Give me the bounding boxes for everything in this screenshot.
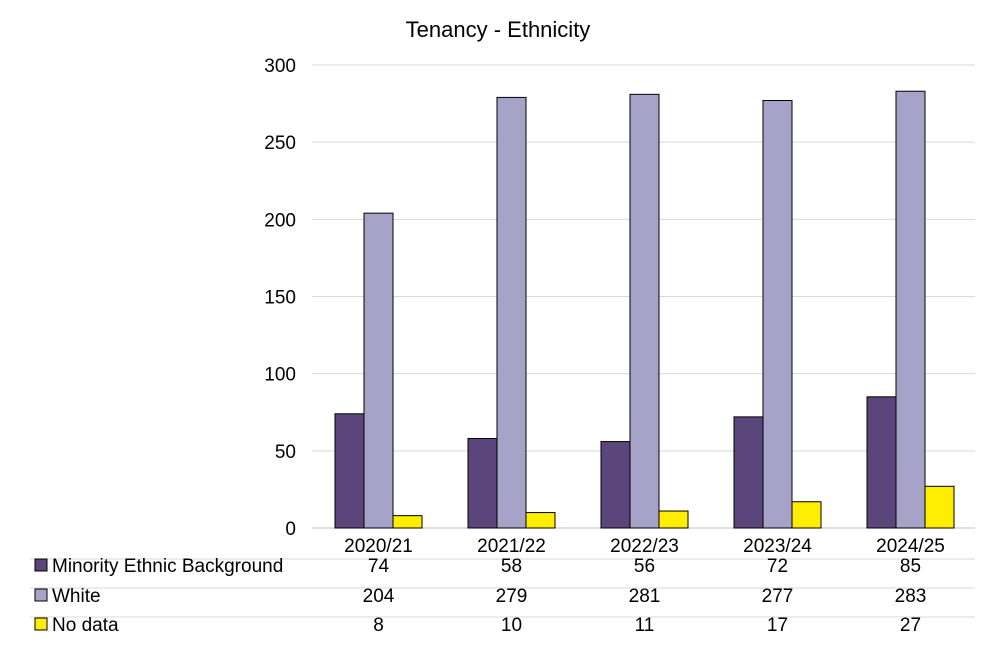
legend-swatch	[34, 588, 48, 602]
x-tick-label: 2020/21	[344, 536, 413, 557]
chart-title: Tenancy - Ethnicity	[406, 17, 591, 42]
bar	[658, 510, 689, 529]
data-table-value: 11	[635, 615, 655, 636]
bar	[467, 437, 498, 529]
legend-swatch	[34, 558, 48, 572]
bar	[733, 416, 764, 529]
bar	[496, 96, 527, 529]
bar	[924, 485, 955, 529]
bar	[363, 212, 394, 529]
data-table-value: 283	[895, 586, 927, 607]
y-tick-label: 100	[264, 365, 296, 386]
data-table-value: 204	[363, 586, 395, 607]
bar	[600, 441, 631, 529]
y-tick-label: 50	[275, 442, 296, 463]
x-tick-label: 2022/23	[610, 536, 679, 557]
legend-label: No data	[52, 615, 119, 636]
data-table-value: 281	[629, 586, 661, 607]
y-tick-label: 200	[264, 210, 296, 231]
bar	[866, 396, 897, 529]
data-table-value: 56	[634, 556, 655, 577]
data-table-value: 72	[767, 556, 788, 577]
bar	[525, 512, 556, 529]
bar	[791, 501, 822, 529]
y-tick-label: 0	[285, 519, 296, 540]
y-tick-label: 300	[264, 56, 296, 77]
bar	[762, 99, 793, 529]
y-tick-label: 250	[264, 133, 296, 154]
data-table-value: 277	[762, 586, 794, 607]
legend-label: White	[52, 586, 101, 607]
x-tick-label: 2021/22	[477, 536, 546, 557]
x-tick-label: 2024/25	[876, 536, 945, 557]
data-table-value: 74	[368, 556, 390, 577]
bar	[392, 515, 423, 529]
data-table-value: 10	[501, 615, 522, 636]
data-table-value: 8	[373, 615, 384, 636]
legend-swatch	[34, 617, 48, 631]
bars	[334, 90, 955, 529]
data-table-value: 85	[900, 556, 921, 577]
y-axis-ticks: 0 50 100 150 200 250 300	[264, 56, 296, 540]
data-table: 2020/21 2021/22 2022/23 2023/24 2024/25 Minor…	[30, 536, 975, 636]
data-table-value: 17	[767, 615, 788, 636]
data-table-value: 27	[900, 615, 921, 636]
legend-label: Minority Ethnic Background	[52, 556, 283, 577]
bar	[895, 90, 926, 529]
x-tick-label: 2023/24	[743, 536, 812, 557]
data-table-value: 58	[501, 556, 522, 577]
y-tick-label: 150	[264, 288, 296, 309]
data-table-value: 279	[496, 586, 528, 607]
bar	[629, 93, 660, 529]
bar	[334, 413, 365, 529]
